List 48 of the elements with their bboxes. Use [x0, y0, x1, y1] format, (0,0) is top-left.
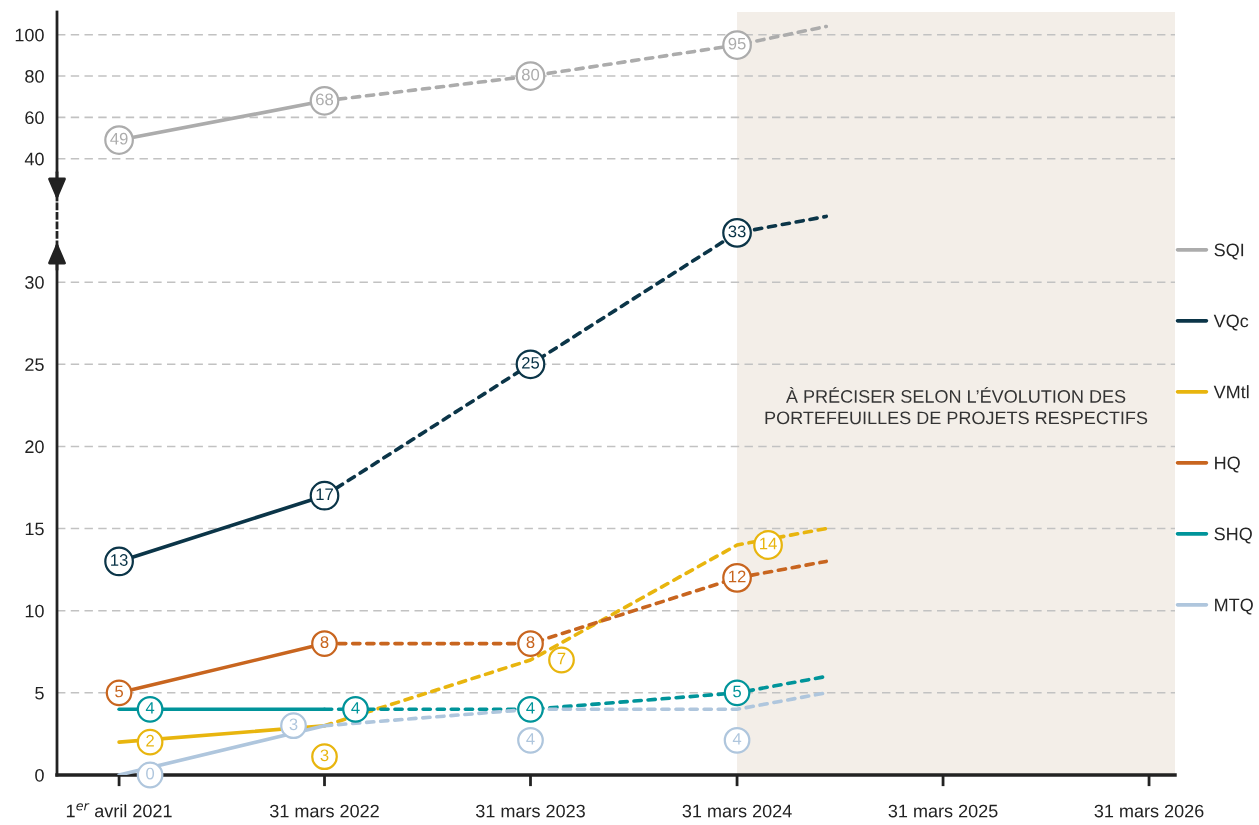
data-label: 3 [289, 718, 298, 731]
data-label: 0 [146, 767, 155, 780]
data-label: 4 [145, 702, 155, 714]
data-label: 4 [351, 702, 360, 714]
data-label: 4 [526, 733, 535, 745]
data-label: 12 [729, 570, 746, 583]
y-tick-label: 40 [24, 152, 44, 166]
y-tick-label: 80 [25, 69, 44, 83]
y-tick-label: 20 [25, 440, 44, 454]
legend-label: VQc [1213, 314, 1249, 331]
legend-label: HQ [1215, 456, 1240, 473]
y-tick-label: 5 [35, 686, 44, 700]
data-label: 17 [316, 488, 333, 501]
data-label: 49 [110, 132, 128, 145]
x-tick-label: 31 mars 2025 [888, 804, 998, 818]
data-label: 68 [316, 93, 334, 106]
data-label: 8 [320, 636, 329, 649]
y-tick-label: 0 [35, 768, 44, 782]
y-tick-label: 15 [25, 522, 44, 536]
x-tick-label: 1$^{er}$ avril 2021 [66, 803, 172, 818]
data-label: 95 [728, 37, 746, 50]
legend-label: VMtl [1213, 385, 1249, 399]
data-label: 25 [522, 356, 540, 369]
data-label: 5 [733, 685, 741, 698]
y-tick-label: 60 [25, 111, 44, 125]
data-label: 5 [115, 685, 124, 698]
data-label: 80 [521, 68, 540, 81]
data-label: 3 [320, 749, 329, 762]
data-label: 4 [526, 702, 535, 714]
y-tick-label: 10 [25, 604, 44, 618]
legend-label: SQI [1214, 243, 1244, 260]
legend-label: MTQ [1215, 598, 1253, 615]
x-tick-label: 31 mars 2023 [475, 804, 585, 818]
data-label: 8 [526, 636, 535, 649]
data-label: 14 [760, 537, 777, 550]
data-label: 13 [111, 554, 128, 566]
data-label: 7 [557, 652, 566, 665]
x-tick-label: 31 mars 2022 [270, 804, 379, 818]
y-tick-label: 100 [15, 28, 44, 42]
x-tick-label: 31 mars 2026 [1094, 804, 1204, 818]
y-tick-label: 30 [25, 276, 44, 289]
x-tick-label: 31 mars 2024 [682, 804, 792, 818]
data-label: 33 [728, 225, 746, 238]
data-label: 2 [146, 734, 154, 747]
band-label: À PRÉCISER SELON L’ÉVOLUTION DES PORTEFEUILLES DE PROJETS RESPECTIFS [765, 387, 1148, 425]
legend-label: SHQ [1214, 527, 1252, 544]
y-tick-label: 25 [25, 358, 44, 372]
data-label: 4 [732, 733, 742, 745]
